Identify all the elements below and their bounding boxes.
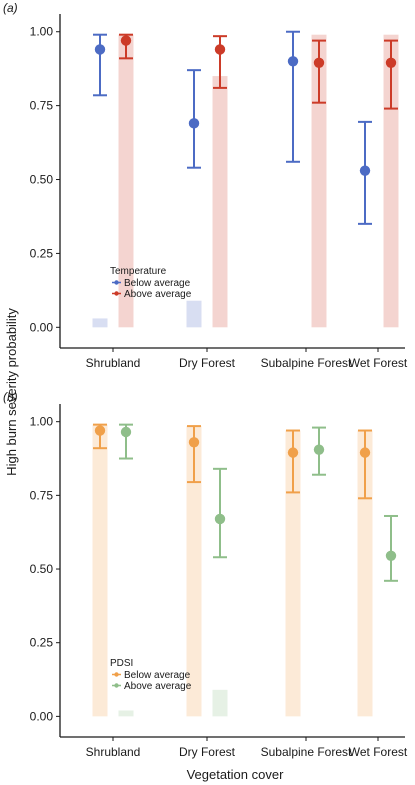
panel-a-bar	[186, 300, 202, 328]
panel-b-point	[359, 447, 371, 458]
panel-a-point	[287, 56, 299, 67]
panel-a-label: (a)	[3, 1, 18, 15]
panel-a-point	[313, 57, 325, 68]
panel-b-point	[120, 426, 132, 438]
panel-a-point	[94, 44, 106, 55]
panel-a-legend-title: Temperature	[110, 266, 167, 277]
panel-a-legend-key-dot	[114, 291, 119, 296]
panel-b-legend-entry: Above average	[124, 681, 192, 692]
panel-a-errorbars	[93, 30, 398, 225]
panel-b-point	[287, 447, 299, 458]
panel-a-legend-entry: Above average	[124, 289, 192, 300]
panel-a-points	[94, 35, 397, 176]
panel-b-point	[188, 437, 200, 448]
panel-b-legend-entry: Below average	[124, 670, 191, 681]
panel-b-bar	[186, 426, 202, 717]
panel-a-xtick-label: Wet Forest	[349, 356, 408, 370]
panel-a-bars	[92, 34, 399, 328]
panel-a-bar	[212, 76, 228, 328]
panel-b-ytick-label: 0.25	[30, 636, 54, 650]
panel-b-xtick-label: Dry Forest	[179, 745, 236, 759]
panel-b-bar	[92, 424, 108, 717]
panel-b-ytick-label: 0.50	[30, 562, 54, 576]
panel-a-bar	[118, 34, 134, 328]
panel-b-bar	[285, 430, 301, 717]
panel-b-legend-title: PDSI	[110, 658, 133, 669]
panel-b-xtick-label: Wet Forest	[349, 745, 408, 759]
panel-a-point	[188, 118, 200, 129]
x-axis-title: Vegetation cover	[187, 767, 285, 782]
panel-a-point	[385, 57, 397, 68]
panel-b-xtick-label: Shrubland	[86, 745, 141, 759]
panel-a-xtick-label: Shrubland	[86, 356, 141, 370]
panel-a-ytick-label: 0.25	[30, 246, 54, 260]
panel-b-bars	[92, 424, 373, 717]
panel-b-point	[214, 513, 226, 525]
panel-a: (a) 0.00 0.25 0.50 0.75 1.00 Shrubland Dry For…	[3, 1, 408, 370]
panel-a-ytick-label: 0.50	[30, 173, 54, 187]
panel-b-legend-key-dot	[114, 683, 119, 688]
y-axis-title: High burn severity probability	[4, 308, 19, 476]
panel-b-xtick-label: Subalpine Forest	[261, 745, 352, 759]
panel-a-legend-entry: Below average	[124, 278, 191, 289]
panel-a-point	[214, 44, 226, 55]
panel-b-ytick-label: 0.00	[30, 709, 54, 723]
panel-b-point	[385, 550, 397, 561]
panel-b-axes: 0.00 0.25 0.50 0.75 1.00 Shrubland Dry Forest S…	[30, 404, 408, 759]
panel-b-bar	[357, 430, 373, 717]
panel-b-points	[94, 425, 397, 561]
panel-b-errorbars	[93, 423, 398, 582]
panel-a-legend-key-dot	[114, 280, 119, 285]
panel-a-axes: 0.00 0.25 0.50 0.75 1.00 Shrubland Dry Forest S…	[30, 14, 408, 370]
panel-a-ytick-label: 0.00	[30, 320, 54, 334]
panel-b-ytick-label: 1.00	[30, 415, 54, 429]
panel-a-ytick-label: 1.00	[30, 25, 54, 39]
panel-a-xtick-label: Dry Forest	[179, 356, 236, 370]
panel-a-point	[359, 165, 371, 176]
panel-b-legend-key-dot	[114, 672, 119, 677]
panel-a-bar	[92, 318, 108, 328]
panel-a-xtick-label: Subalpine Forest	[261, 356, 352, 370]
panel-b-ytick-label: 0.75	[30, 488, 54, 502]
panel-b: (b) 0.00 0.25 0.50 0.75 1.00 Shrubland Dry For…	[3, 390, 408, 759]
panel-b-point	[313, 444, 325, 455]
panel-b-bar	[118, 710, 134, 717]
panel-b-point	[94, 425, 106, 436]
panel-a-ytick-label: 0.75	[30, 99, 54, 113]
panel-b-bar	[212, 689, 228, 717]
panel-b-label: (b)	[3, 390, 18, 404]
panel-a-point	[120, 35, 132, 46]
panel-a-bar	[311, 34, 327, 328]
